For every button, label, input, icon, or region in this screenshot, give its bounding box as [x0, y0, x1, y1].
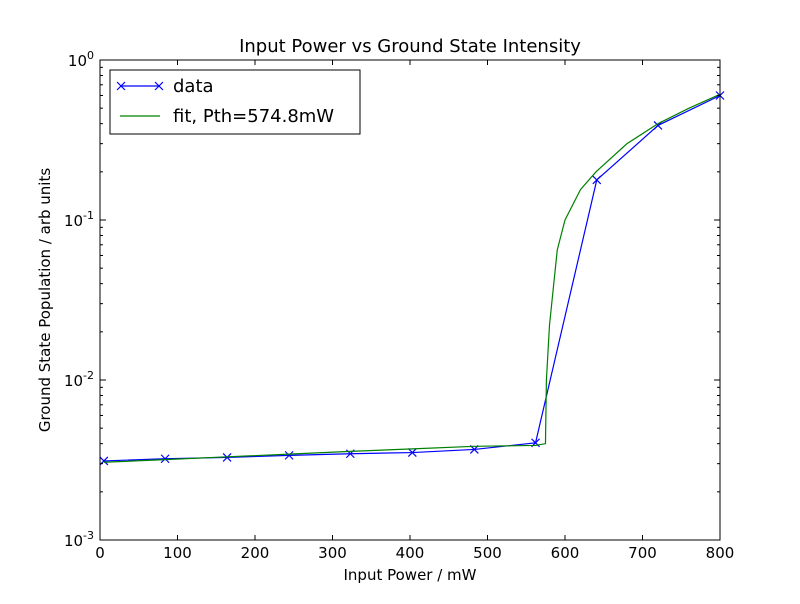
data-point-marker [284, 450, 294, 460]
y-tick-label: 10-2 [64, 369, 94, 390]
y-tick-label: 100 [68, 49, 94, 70]
legend: data fit, Pth=574.8mW [109, 69, 361, 135]
data-point-marker [592, 175, 602, 185]
x-tick-label: 100 [163, 544, 192, 562]
x-tick-label: 300 [318, 544, 347, 562]
x-tick-label: 500 [473, 544, 502, 562]
x-axis-label: Input Power / mW [344, 566, 477, 584]
x-axis-ticks: 0 100 200 300 400 500 600 700 800 [95, 60, 734, 562]
x-tick-label: 200 [241, 544, 270, 562]
x-tick-label: 800 [706, 544, 735, 562]
plot-frame [99, 59, 721, 541]
series-line-fit [103, 93, 721, 463]
legend-fit-label: fit, Pth=574.8mW [173, 106, 334, 127]
x-tick-label: 600 [551, 544, 580, 562]
x-tick-label: 700 [628, 544, 657, 562]
x-tick-label: 0 [95, 544, 105, 562]
y-axis-label: Ground State Population / arb units [36, 168, 54, 433]
data-point-marker [160, 454, 170, 464]
legend-data-label: data [173, 76, 214, 97]
data-point-marker [222, 453, 232, 462]
legend-box [109, 69, 361, 135]
y-tick-label: 10-1 [64, 209, 94, 230]
chart-title: Input Power vs Ground State Intensity [239, 36, 581, 57]
legend-data-marker [116, 81, 164, 91]
y-tick-label: 10-3 [64, 529, 94, 550]
x-tick-label: 400 [396, 544, 425, 562]
data-point-marker [407, 448, 417, 457]
